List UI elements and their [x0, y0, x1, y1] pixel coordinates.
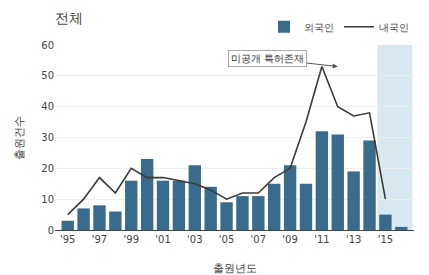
svg-text:외국인: 외국인: [304, 22, 334, 33]
svg-text:0: 0: [48, 225, 54, 236]
svg-text:30: 30: [41, 132, 54, 143]
svg-text:'95: '95: [60, 234, 75, 245]
svg-text:'99: '99: [124, 234, 139, 245]
svg-text:'11: '11: [314, 234, 329, 245]
svg-text:50: 50: [41, 70, 54, 81]
svg-text:40: 40: [41, 101, 54, 112]
svg-text:출원건수: 출원건수: [13, 116, 26, 160]
svg-text:출원년도: 출원년도: [213, 262, 257, 275]
svg-text:'07: '07: [251, 234, 266, 245]
svg-text:'09: '09: [282, 234, 297, 245]
svg-text:'97: '97: [92, 234, 107, 245]
svg-text:'05: '05: [219, 234, 234, 245]
svg-text:'13: '13: [346, 234, 361, 245]
svg-text:내국인: 내국인: [379, 22, 409, 33]
svg-text:'03: '03: [187, 234, 202, 245]
svg-text:60: 60: [41, 40, 54, 51]
svg-text:전체: 전체: [55, 10, 83, 26]
svg-text:10: 10: [41, 194, 54, 205]
svg-text:'15: '15: [378, 234, 393, 245]
svg-text:미공개 특허존재: 미공개 특허존재: [231, 53, 304, 64]
svg-text:20: 20: [41, 163, 54, 174]
svg-text:'01: '01: [155, 234, 170, 245]
